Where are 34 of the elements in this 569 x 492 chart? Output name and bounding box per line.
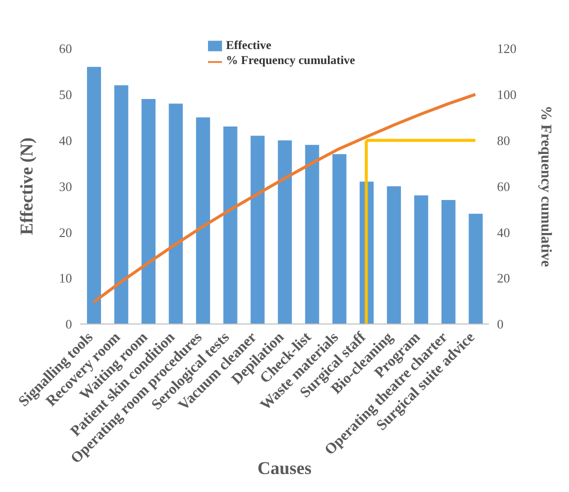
line-series xyxy=(92,92,477,304)
y2-tick-label: 0 xyxy=(497,316,504,332)
y-tick-label: 0 xyxy=(66,316,72,332)
bar xyxy=(386,186,401,324)
y-tick-label: 60 xyxy=(59,41,72,56)
y-tick-label: 40 xyxy=(59,132,72,148)
y2-axis-title: % Frequency cumulative xyxy=(538,106,554,268)
y2-tick-label: 20 xyxy=(497,270,510,286)
y2-tick-label: 80 xyxy=(497,132,510,148)
y2-tick-label: 40 xyxy=(497,224,510,240)
y-axis-title: Effective (N) xyxy=(16,138,36,235)
y-tick-label: 50 xyxy=(59,87,72,102)
bar xyxy=(468,214,483,324)
bar xyxy=(441,200,456,324)
bar xyxy=(223,126,238,324)
bar xyxy=(196,117,210,324)
y2-tick-label: 60 xyxy=(497,178,510,194)
bar xyxy=(278,140,292,324)
bar xyxy=(114,85,128,324)
bar xyxy=(250,136,265,324)
bar xyxy=(87,66,101,324)
y-tick-label: 30 xyxy=(59,178,72,194)
bar xyxy=(332,154,346,324)
legend-label: Effective xyxy=(226,38,272,52)
y2-tick-label: 100 xyxy=(497,87,516,102)
x-axis-title: Causes xyxy=(257,458,312,478)
legend-label: % Frequency cumulative xyxy=(226,53,356,68)
bar xyxy=(414,195,428,324)
bar xyxy=(305,144,320,324)
y-tick-label: 10 xyxy=(59,270,72,286)
y2-tick-label: 120 xyxy=(497,41,516,56)
bar xyxy=(142,99,156,324)
y-tick-label: 20 xyxy=(59,224,72,240)
bar xyxy=(168,104,183,324)
